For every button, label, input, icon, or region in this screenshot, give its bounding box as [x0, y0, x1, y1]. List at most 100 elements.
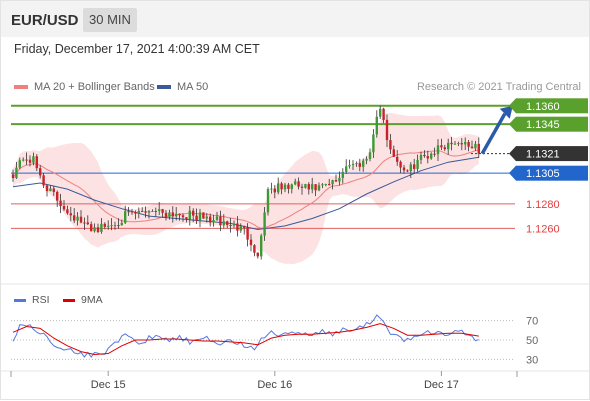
- candle-body: [348, 165, 351, 167]
- candle-body: [124, 211, 127, 223]
- candle-body: [25, 159, 28, 161]
- candle-body: [144, 211, 147, 213]
- candle-body: [59, 200, 62, 207]
- candle-body: [266, 189, 270, 213]
- candle-body: [22, 159, 25, 161]
- candle-body: [409, 164, 412, 172]
- credit-text: Research © 2021 Trading Central: [416, 81, 581, 93]
- candle-body: [32, 156, 35, 163]
- candle-body: [229, 225, 232, 227]
- candle-body: [83, 222, 86, 224]
- candle-body: [154, 210, 157, 212]
- candle-body: [93, 227, 96, 232]
- legend-ma50: MA 50: [157, 81, 208, 93]
- candle-body: [15, 167, 18, 179]
- candle-body: [341, 171, 344, 178]
- candle-body: [219, 216, 222, 226]
- candle-body: [460, 143, 463, 145]
- candle-body: [464, 142, 467, 145]
- candle-body: [120, 222, 123, 226]
- candle-body: [328, 183, 331, 185]
- candle-body: [474, 143, 477, 149]
- level-label-bg: [516, 98, 588, 114]
- candle-body: [181, 215, 185, 218]
- candle-body: [11, 174, 15, 179]
- candle-body: [209, 216, 212, 223]
- candle-body: [164, 212, 168, 217]
- candle-body: [239, 226, 242, 231]
- timeframe-button[interactable]: 30 MIN: [83, 8, 137, 32]
- level-label: 1.1305: [526, 168, 560, 180]
- candle-body: [76, 216, 79, 221]
- candle-body: [260, 235, 263, 257]
- top-bar: EUR/USD 30 MIN: [1, 1, 589, 37]
- candle-body: [232, 223, 236, 226]
- ma-swatch: [63, 298, 75, 302]
- legend-9ma: 9MA: [63, 294, 103, 306]
- candle-body: [175, 213, 178, 217]
- candle-body: [290, 184, 293, 189]
- candle-body: [447, 142, 450, 150]
- rsi-tick-label: 30: [526, 354, 538, 366]
- candle-body: [192, 210, 195, 216]
- candle-body: [307, 184, 310, 190]
- candle-body: [317, 185, 321, 191]
- candle-body: [86, 222, 89, 225]
- candle-body: [345, 166, 348, 172]
- candle-body: [270, 188, 273, 190]
- candle-body: [372, 134, 375, 153]
- candle-body: [222, 221, 225, 226]
- candle-body: [273, 188, 276, 193]
- candle-body: [300, 186, 304, 188]
- candle-body: [171, 212, 174, 217]
- candle-body: [453, 143, 457, 145]
- candle-body: [127, 211, 130, 213]
- candle-body: [96, 227, 100, 232]
- ma-label: 9MA: [81, 294, 103, 306]
- timestamp: Friday, December 17, 2021 4:00:39 AM CET: [14, 42, 260, 56]
- candle-body: [90, 224, 93, 232]
- candle-body: [226, 221, 229, 226]
- candle-body: [62, 206, 66, 210]
- ma50-swatch: [157, 85, 171, 90]
- candle-body: [406, 170, 409, 172]
- candle-body: [147, 211, 151, 213]
- candle-body: [28, 159, 32, 163]
- candle-body: [416, 159, 419, 169]
- candle-body: [287, 184, 290, 189]
- candle-body: [253, 245, 256, 253]
- candle-body: [205, 216, 208, 219]
- ma20-label: MA 20 + Bollinger Bands: [34, 81, 155, 93]
- candle-body: [355, 163, 358, 165]
- rsi-label: RSI: [32, 294, 50, 306]
- candle-body: [277, 183, 280, 193]
- candle-body: [311, 184, 314, 190]
- forecast-arrow: [480, 112, 507, 155]
- candle-body: [450, 142, 453, 145]
- candle-body: [362, 160, 365, 167]
- candle-body: [110, 225, 113, 227]
- candle-body: [430, 153, 433, 159]
- candle-body: [304, 184, 307, 188]
- candle-body: [100, 223, 103, 232]
- candle-body: [419, 154, 423, 160]
- candle-body: [263, 212, 266, 236]
- level-label-bg: [516, 146, 588, 162]
- candle-body: [297, 181, 300, 187]
- candle-body: [73, 215, 76, 221]
- candle-body: [141, 210, 144, 212]
- candle-body: [358, 163, 361, 167]
- candle-body: [103, 223, 106, 227]
- candle-body: [433, 153, 436, 155]
- candle-body: [117, 225, 120, 227]
- x-tick-label: Dec 16: [257, 379, 292, 391]
- level-label: 1.1345: [526, 119, 560, 131]
- candle-body: [477, 143, 480, 154]
- candle-body: [79, 216, 83, 223]
- bollinger-band: [13, 113, 479, 264]
- candle-body: [215, 216, 219, 220]
- candle-body: [423, 154, 426, 157]
- ma20-swatch: [14, 85, 28, 90]
- candle-body: [178, 213, 181, 216]
